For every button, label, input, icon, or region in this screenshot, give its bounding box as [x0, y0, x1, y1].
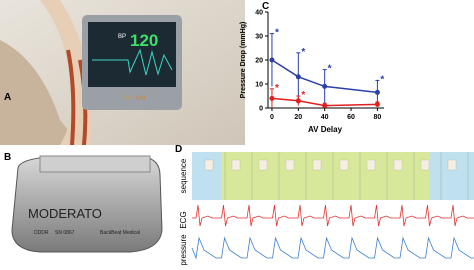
row-label: pressure: [179, 234, 188, 265]
seq-active: [222, 152, 430, 200]
panel-d: D sequence ECG pressure: [175, 144, 474, 266]
seq-mark: [393, 159, 403, 171]
monitor-screen: [88, 22, 176, 87]
point: [322, 83, 328, 89]
significance-marker: *: [380, 74, 384, 85]
bp-label: BP: [118, 34, 126, 40]
significance-marker: *: [275, 83, 279, 94]
seq-mark: [447, 159, 457, 171]
series-line: [271, 97, 378, 107]
panel-label: C: [262, 1, 269, 12]
x-tick-label: 80: [374, 114, 382, 121]
seq-mark: [339, 159, 349, 171]
device-header: [39, 155, 151, 173]
panel-b: MODERATO DDDR SN 0867 BackBeat Medical B: [0, 145, 170, 265]
switch-on: ON: [136, 96, 145, 102]
y-tick-label: 10: [255, 82, 263, 89]
y-tick-label: 30: [255, 34, 263, 41]
row-label: ECG: [179, 211, 188, 228]
seq-mark: [285, 159, 295, 171]
y-tick-label: 40: [255, 10, 263, 17]
screen-trace: [92, 48, 173, 76]
seq-mark: [312, 159, 322, 171]
x-axis-label: AV Delay: [308, 125, 343, 134]
y-tick-label: 20: [255, 58, 263, 65]
panel-label: B: [4, 152, 11, 163]
point: [374, 89, 380, 95]
seq-marks: [204, 152, 469, 200]
x-tick-label: 0: [270, 114, 274, 121]
panel-label: A: [4, 92, 11, 103]
y-tick-label: 0: [259, 106, 263, 113]
device-serial: SN 0867: [55, 230, 75, 236]
point: [374, 101, 380, 107]
device-mode: DDDR: [34, 230, 49, 236]
x-tick-label: 60: [347, 114, 355, 121]
device-name: MODERATO: [28, 206, 102, 221]
significance-marker: *: [301, 47, 305, 58]
pressure-trace: [191, 236, 474, 260]
panel-a: BP 120 Off ON A: [0, 0, 245, 146]
row-label: sequence: [179, 158, 188, 193]
y-axis-label: Pressure Drop (mmHg): [240, 22, 247, 99]
series-line: [271, 59, 378, 94]
point: [295, 74, 301, 80]
significance-marker: *: [328, 64, 332, 75]
panel-c: C AV Delay Pressure Drop (mmHg) 0 10 20 30 4…: [240, 1, 384, 134]
seq-mark: [204, 159, 214, 171]
body-shape: [0, 40, 80, 145]
seq-mark: [231, 159, 241, 171]
bp-value: 120: [130, 31, 158, 50]
point: [322, 103, 328, 109]
ecg-trace: [192, 204, 474, 227]
significance-marker: *: [301, 90, 305, 101]
seq-mark: [366, 159, 376, 171]
point: [295, 98, 301, 104]
seq-mark: [420, 159, 430, 171]
panel-label: D: [175, 144, 182, 155]
switch-off: Off: [124, 96, 132, 102]
x-tick-label: 40: [321, 114, 329, 121]
point: [269, 57, 275, 63]
device-maker: BackBeat Medical: [100, 230, 140, 236]
significance-marker: *: [275, 28, 279, 39]
point: [269, 95, 275, 101]
x-tick-label: 20: [294, 114, 302, 121]
neck: [40, 0, 93, 145]
seq-mark: [258, 159, 268, 171]
